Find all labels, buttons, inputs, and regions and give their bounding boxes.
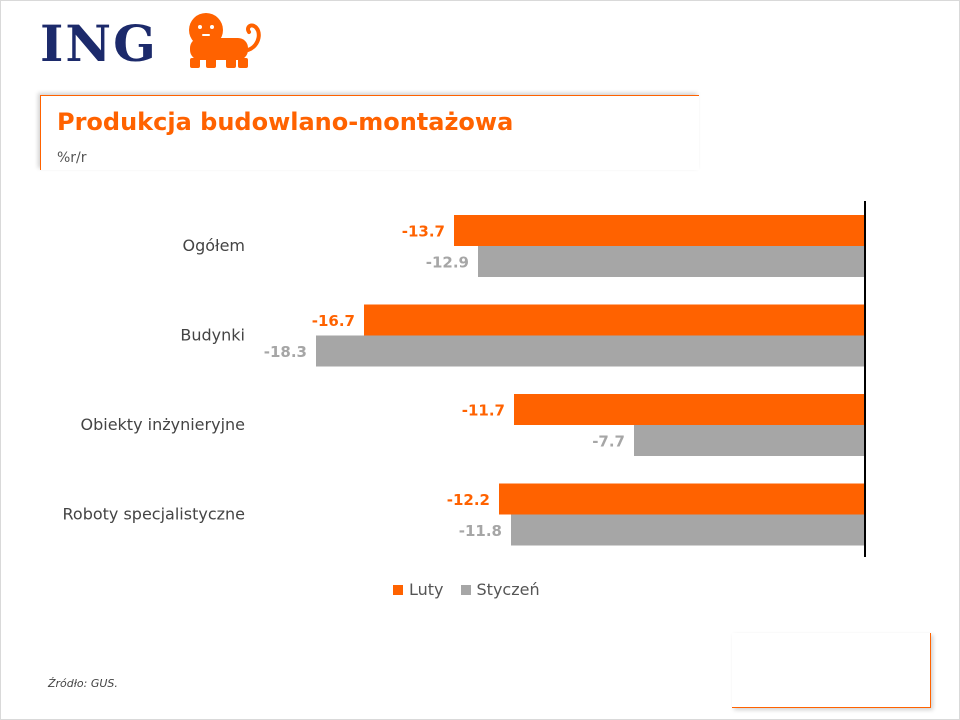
data-label-styczeń-budynki: -18.3 <box>264 343 307 361</box>
bar-luty-ogółem <box>454 215 865 246</box>
ing-logo: ING <box>40 8 280 74</box>
logo-wordmark: ING <box>40 14 158 73</box>
category-label-budynki: Budynki <box>180 326 245 345</box>
legend-swatch-luty <box>393 584 403 595</box>
bar-luty-roboty-specjalistyczne <box>499 483 865 515</box>
source-note: Źródło: GUS. <box>48 677 118 690</box>
legend-swatch-styczen <box>460 584 471 595</box>
corner-decoration <box>732 633 931 708</box>
legend-label-styczen: Styczeń <box>476 580 540 599</box>
bar-styczeń-roboty-specjalistyczne <box>511 514 865 546</box>
data-label-styczeń-ogółem: -12.9 <box>426 254 469 272</box>
chart-legend: Luty Styczeń <box>393 580 557 599</box>
data-label-luty-obiekty-inżynieryjne: -11.7 <box>462 402 505 420</box>
data-label-luty-roboty-specjalistyczne: -12.2 <box>447 491 490 509</box>
data-label-luty-ogółem: -13.7 <box>402 223 445 241</box>
category-label-obiekty-inżynieryjne: Obiekty inżynieryjne <box>81 415 246 434</box>
bar-luty-obiekty-inżynieryjne <box>514 394 865 425</box>
chart-subtitle: %r/r <box>57 150 87 166</box>
data-label-styczeń-obiekty-inżynieryjne: -7.7 <box>592 433 625 451</box>
bar-styczeń-obiekty-inżynieryjne <box>634 425 865 456</box>
category-label-roboty-specjalistyczne: Roboty specjalistyczne <box>63 505 246 524</box>
legend-item-luty: Luty <box>393 580 444 599</box>
data-label-luty-budynki: -16.7 <box>312 312 355 330</box>
title-card <box>40 95 699 170</box>
legend-item-styczen: Styczeń <box>460 580 540 599</box>
legend-label-luty: Luty <box>409 580 444 599</box>
data-label-styczeń-roboty-specjalistyczne: -11.8 <box>459 522 502 540</box>
chart-title: Produkcja budowlano-montażowa <box>57 108 514 136</box>
bar-luty-budynki <box>364 304 865 336</box>
bar-styczeń-ogółem <box>478 246 865 277</box>
category-label-ogółem: Ogółem <box>182 236 245 255</box>
lion-icon <box>189 13 261 68</box>
bar-styczeń-budynki <box>316 335 865 367</box>
